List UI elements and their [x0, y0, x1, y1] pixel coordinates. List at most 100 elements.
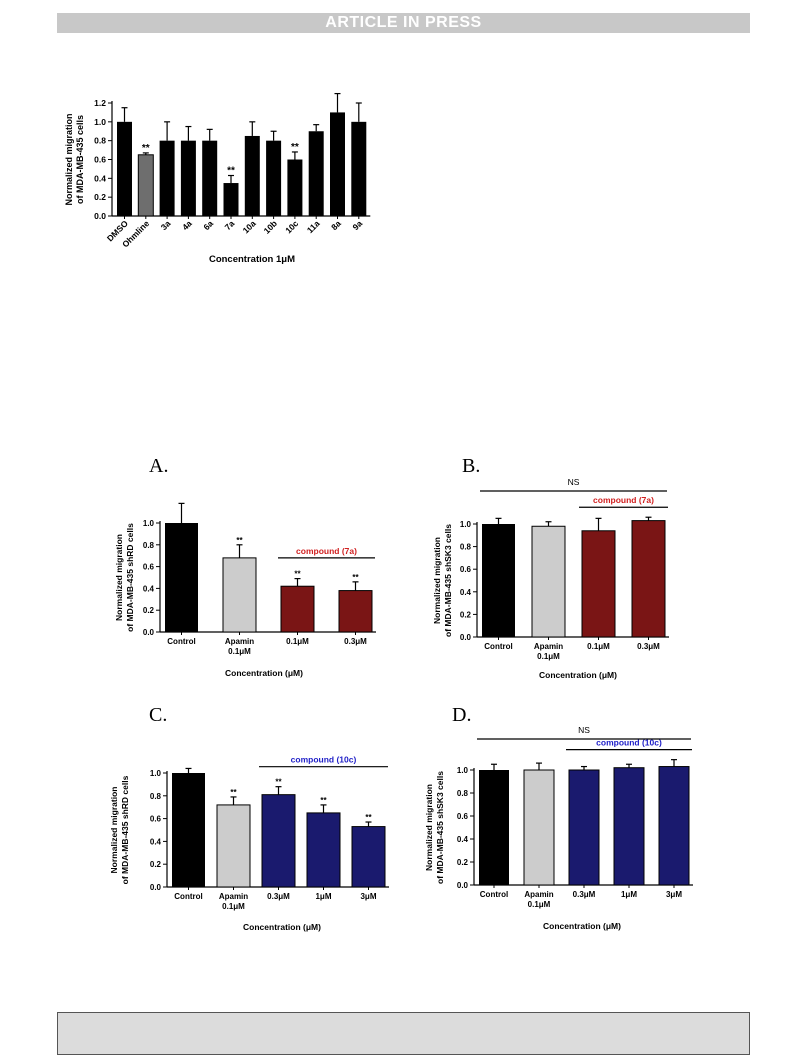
- x-tick-label: 0.3μM: [344, 637, 367, 646]
- y-axis-label: of MDA-MB-435 shRD cells: [125, 523, 135, 632]
- y-axis-label: Normalized migration: [109, 787, 119, 874]
- chart-top: 0.0 0.2 0.4 0.6 0.8 1.0 1.2 Normalized migratio…: [64, 92, 371, 265]
- x-tick-label: 1μM: [315, 892, 331, 901]
- x-tick-label: Apamin: [534, 642, 563, 651]
- y-axis-label: of MDA-MB-435 cells: [75, 115, 85, 204]
- bar-4: [351, 826, 386, 888]
- bar-2: [159, 140, 175, 216]
- bar-0: [479, 770, 509, 885]
- x-axis-label: Concentration (μM): [543, 921, 621, 931]
- bar-11: [351, 121, 367, 216]
- x-tick-label: 3μM: [666, 890, 682, 899]
- bar-3: [338, 590, 373, 633]
- y-tick-label: 0.2: [460, 610, 472, 619]
- x-tick-label: 0.3μM: [267, 892, 290, 901]
- x-axis-label: Concentration (μM): [539, 670, 617, 680]
- bar-9: [308, 131, 324, 216]
- x-tick-label: 4a: [180, 218, 194, 232]
- article-in-press-banner: ARTICLE IN PRESS: [57, 13, 750, 33]
- bar-1: [523, 769, 555, 886]
- panel-letter-c: C.: [149, 704, 168, 726]
- y-tick-label: 0.6: [150, 815, 162, 824]
- compound-bracket-label: compound (7a): [593, 495, 654, 505]
- significance-mark: **: [294, 570, 301, 579]
- bar-3: [631, 520, 666, 638]
- bar-3: [180, 140, 196, 216]
- panel-letter-a: A.: [149, 455, 169, 477]
- x-axis-label: Concentration (μM): [243, 922, 321, 932]
- chart-panel-c: 0.0 0.2 0.4 0.6 0.8 1.0 Normalized migration of…: [109, 755, 389, 932]
- x-tick-label: 1μM: [621, 890, 637, 899]
- bar-5: [223, 183, 239, 216]
- y-tick-label: 1.0: [460, 520, 472, 529]
- bar-2: [568, 769, 600, 886]
- y-axis-label: of MDA-MB-435 shSK3 cells: [435, 771, 445, 884]
- x-tick-label: 0.3μM: [637, 642, 660, 651]
- y-tick-label: 1.0: [150, 769, 162, 778]
- x-tick-label: 8a: [329, 218, 343, 232]
- x-tick-label: 0.3μM: [573, 890, 596, 899]
- x-tick-label: 0.1μM: [537, 652, 560, 661]
- bar-3: [613, 767, 645, 886]
- x-tick-label: 10c: [283, 218, 300, 235]
- y-tick-label: 0.0: [143, 628, 155, 637]
- y-tick-label: 0.8: [457, 789, 469, 798]
- x-tick-label: Apamin: [219, 892, 248, 901]
- y-tick-label: 0.4: [143, 584, 155, 593]
- y-tick-label: 0.8: [143, 541, 155, 550]
- y-tick-label: 1.2: [94, 98, 106, 108]
- y-axis-label: Normalized migration: [424, 784, 434, 871]
- x-tick-label: 0.1μM: [587, 642, 610, 651]
- y-tick-label: 0.0: [460, 633, 472, 642]
- x-tick-label: 6a: [201, 218, 215, 232]
- bar-2: [261, 794, 296, 888]
- x-tick-label: Apamin: [524, 890, 553, 899]
- significance-mark: **: [236, 536, 243, 545]
- ns-label: NS: [578, 725, 590, 735]
- y-tick-label: 0.6: [460, 565, 472, 574]
- significance-mark: **: [227, 166, 235, 177]
- y-tick-label: 0.6: [457, 812, 469, 821]
- x-tick-label: 0.1μM: [286, 637, 309, 646]
- chart-panel-d: 0.0 0.2 0.4 0.6 0.8 1.0 Normalized migration of…: [424, 725, 693, 931]
- x-tick-label: 0.1μM: [222, 902, 245, 911]
- x-axis-label: Concentration (μM): [225, 668, 303, 678]
- y-tick-label: 0.4: [150, 837, 162, 846]
- y-tick-label: 0.8: [150, 792, 162, 801]
- y-axis-label: Normalized migration: [64, 113, 74, 205]
- compound-bracket-label: compound (10c): [596, 738, 662, 748]
- x-tick-label: 10a: [241, 218, 258, 235]
- x-tick-label: Control: [174, 892, 202, 901]
- panel-letter-d: D.: [452, 704, 472, 726]
- compound-bracket-label: compound (7a): [296, 546, 357, 556]
- bar-0: [482, 524, 515, 637]
- bar-4: [202, 140, 218, 216]
- x-tick-label: 0.1μM: [228, 647, 251, 656]
- bar-1: [222, 557, 257, 633]
- significance-mark: **: [352, 573, 359, 582]
- x-tick-label: Control: [484, 642, 512, 651]
- x-tick-label: Control: [167, 637, 195, 646]
- y-tick-label: 1.0: [143, 519, 155, 528]
- bar-0: [165, 523, 198, 632]
- significance-mark: **: [320, 796, 327, 805]
- significance-mark: **: [365, 813, 372, 822]
- significance-mark: **: [230, 788, 237, 797]
- x-tick-label: 3μM: [360, 892, 376, 901]
- x-axis-label: Concentration 1μM: [209, 254, 295, 265]
- y-tick-label: 0.0: [94, 211, 106, 221]
- y-axis-label: of MDA-MB-435 shRD cells: [120, 775, 130, 884]
- bar-6: [244, 135, 260, 216]
- y-tick-label: 0.2: [457, 858, 469, 867]
- y-tick-label: 0.0: [457, 881, 469, 890]
- y-tick-label: 0.4: [460, 588, 472, 597]
- x-tick-label: 10b: [262, 218, 279, 235]
- footer-box: [57, 1012, 750, 1055]
- y-axis-label: Normalized migration: [432, 537, 442, 624]
- bar-1: [531, 525, 566, 638]
- y-tick-label: 1.0: [94, 117, 106, 127]
- y-tick-label: 0.2: [143, 606, 155, 615]
- ns-label: NS: [568, 477, 580, 487]
- chart-panel-b: 0.0 0.2 0.4 0.6 0.8 1.0 Normalized migration of…: [432, 477, 669, 680]
- y-tick-label: 0.2: [94, 192, 106, 202]
